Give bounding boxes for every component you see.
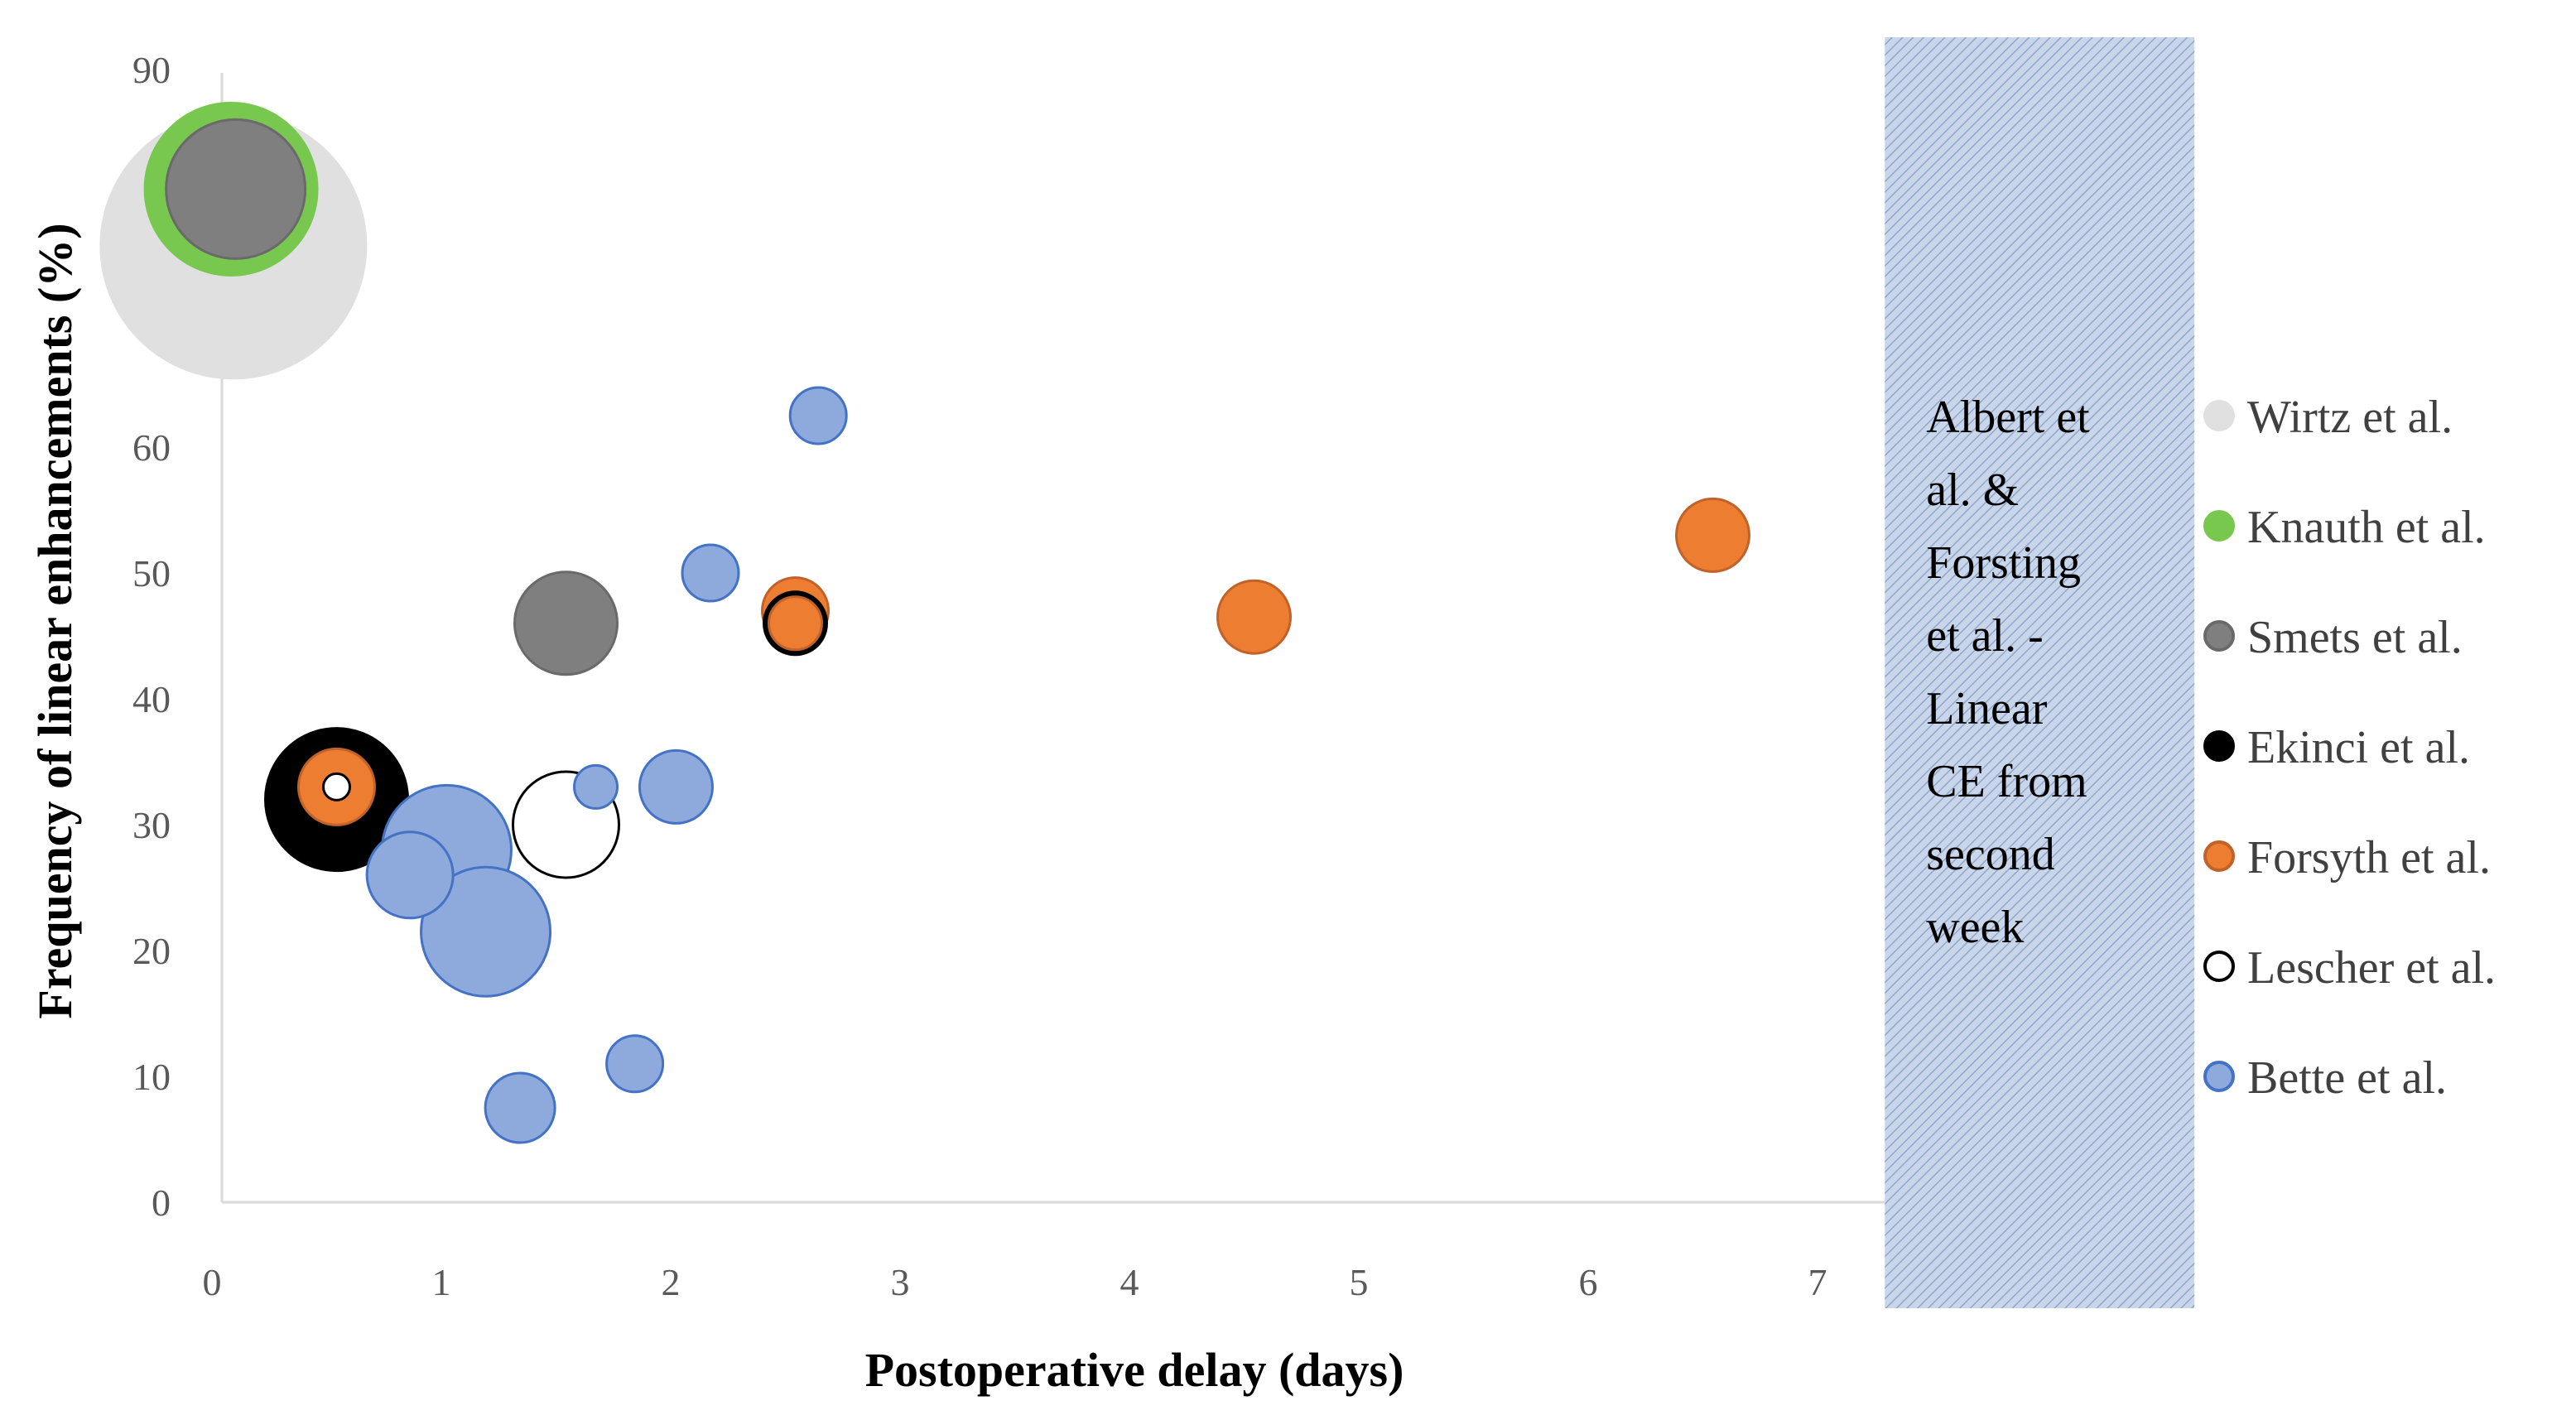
x-tick-label: 3 <box>891 1261 910 1303</box>
bubble-bette-et-al <box>484 1071 556 1144</box>
annotation-text-line: Albert et <box>1926 392 2090 443</box>
legend-marker <box>2203 1061 2235 1092</box>
axes: 010203040506070809001234567 <box>132 49 1885 1303</box>
bubble-bette-et-al <box>681 543 740 603</box>
legend-label: Knauth et al. <box>2247 502 2486 553</box>
annotation-band: Albert et al. & Forsting et al. - Linear CE f… <box>1885 37 2195 1308</box>
legend: Wirtz et al. Knauth et al. Smets et al. Eki… <box>2203 392 2496 1104</box>
bubble-bette-et-al <box>573 763 619 810</box>
y-tick-label: 50 <box>132 552 171 594</box>
annotation-hatched-band <box>1885 37 2195 1308</box>
y-tick-label: 40 <box>132 678 171 720</box>
x-tick-label: 0 <box>203 1261 222 1303</box>
legend-label: Bette et al. <box>2247 1052 2447 1104</box>
x-tick-label: 4 <box>1120 1261 1139 1303</box>
bubble-bette-et-al <box>420 865 552 998</box>
y-tick-label: 10 <box>132 1056 171 1098</box>
annotation-text-line: CE from <box>1926 756 2087 807</box>
annotation-text-line: second <box>1926 829 2055 880</box>
x-tick-label: 6 <box>1579 1261 1598 1303</box>
annotation-text-line: Forsting <box>1926 537 2081 589</box>
axis-titles: Postoperative delay (days) Frequency of … <box>28 223 1404 1397</box>
legend-marker <box>2203 840 2235 872</box>
bubble-bette-et-al <box>638 749 714 825</box>
legend-label: Wirtz et al. <box>2247 392 2453 443</box>
legend-marker <box>2203 951 2235 982</box>
y-tick-label: 20 <box>132 930 171 972</box>
y-tick-label: 30 <box>132 804 171 846</box>
annotation-text-line: et al. - <box>1926 610 2043 662</box>
x-axis-title: Postoperative delay (days) <box>865 1343 1404 1397</box>
bubble-smets-et-al <box>513 570 619 676</box>
x-tick-label: 5 <box>1350 1261 1369 1303</box>
x-tick-label: 1 <box>432 1261 451 1303</box>
annotation-text-line: al. & <box>1926 465 2019 516</box>
y-tick-label: 90 <box>132 49 171 91</box>
bubble-smets-et-al <box>165 118 307 260</box>
bubble-bette-et-al <box>605 1034 665 1094</box>
legend-label: Lescher et al. <box>2247 942 2496 994</box>
y-tick-label: 0 <box>152 1182 171 1224</box>
y-axis-title: Frequency of linear enhancements (%) <box>28 223 82 1018</box>
legend-marker <box>2203 730 2235 762</box>
x-tick-label: 2 <box>662 1261 681 1303</box>
plot-area <box>99 101 1750 1144</box>
annotation-text-line: Linear <box>1926 683 2047 734</box>
bubble-forsyth-et-al <box>1216 579 1292 655</box>
annotation-text-line: week <box>1926 902 2024 953</box>
legend-marker <box>2203 400 2235 431</box>
bubble-bette-et-al <box>788 386 848 445</box>
legend-marker <box>2203 620 2235 652</box>
bubble-bette-et-al <box>365 830 455 920</box>
legend-marker <box>2203 510 2235 542</box>
bubble-forsyth-et-al <box>768 595 823 652</box>
bubble-forsyth-et-al <box>1675 497 1750 573</box>
legend-label: Ekinci et al. <box>2247 722 2470 773</box>
legend-label: Forsyth et al. <box>2247 832 2491 883</box>
bubble-lescher-et-al <box>322 772 351 801</box>
y-tick-label: 60 <box>132 426 171 469</box>
x-tick-label: 7 <box>1808 1261 1827 1303</box>
legend-label: Smets et al. <box>2247 612 2463 663</box>
